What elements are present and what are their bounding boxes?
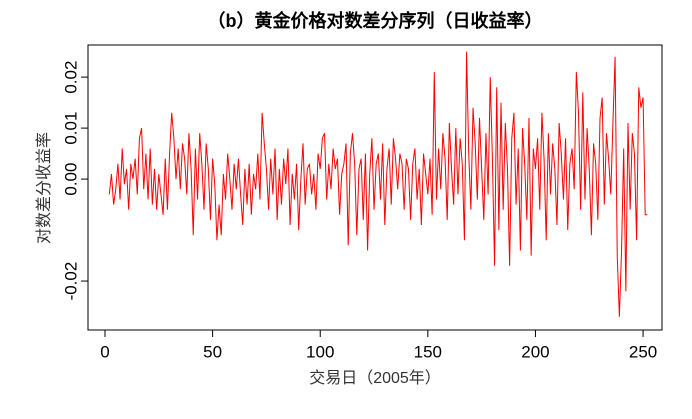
x-axis-label: 交易日（2005年） [309, 369, 441, 387]
plot-frame [87, 44, 663, 331]
x-tick-label: 50 [203, 342, 222, 361]
y-tick-label: 0.01 [61, 112, 80, 145]
y-tick-label: 0.02 [61, 61, 80, 94]
chart-title: （b）黄金价格对数差分序列（日收益率） [208, 10, 543, 31]
data-line [108, 51, 648, 317]
y-tick-label: 0.00 [61, 163, 80, 196]
x-tick-label: 0 [100, 342, 109, 361]
y-axis-label: 对数差分收益率 [35, 132, 53, 244]
x-tick-label: 100 [306, 342, 334, 361]
x-tick-label: 150 [414, 342, 442, 361]
x-tick-label: 200 [521, 342, 549, 361]
x-tick-label: 250 [629, 342, 657, 361]
y-tick-label: -0.02 [61, 262, 80, 301]
